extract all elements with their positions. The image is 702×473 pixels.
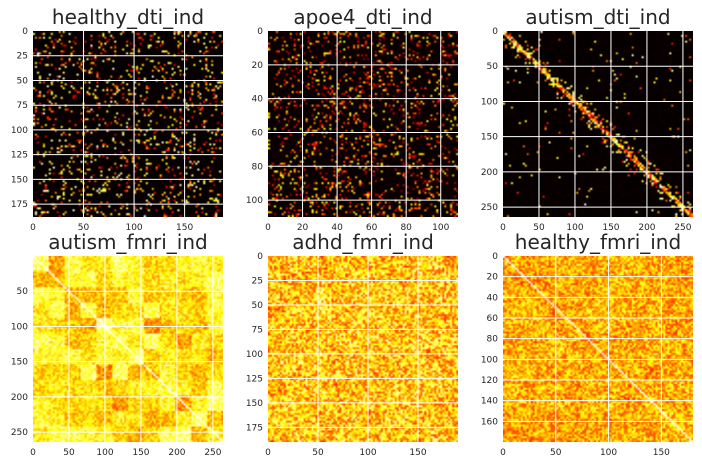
x-tick-label: 50 (63, 448, 75, 458)
y-tick-label: 100 (246, 350, 263, 360)
x-tick-label: 250 (204, 448, 221, 458)
panel-title: apoe4_dti_ind (293, 5, 432, 29)
x-tick-label: 20 (297, 223, 309, 233)
y-tick-label: 25 (17, 52, 28, 62)
y-tick-label: 100 (246, 196, 263, 206)
y-tick-label: 50 (487, 62, 499, 72)
y-tick-label: 25 (252, 276, 263, 286)
heatmap-panel: healthy_dti_ind 0 50 100 150 0 25 50 75 100 125 150… (11, 5, 223, 233)
heatmap-image (268, 31, 458, 217)
x-tick-label: 0 (265, 223, 271, 233)
y-tick-label: 0 (492, 252, 498, 262)
y-tick-label: 80 (487, 335, 499, 345)
y-tick-label: 75 (252, 325, 263, 335)
y-tick-label: 0 (257, 252, 263, 262)
heatmap-image (268, 256, 458, 442)
x-tick-label: 0 (30, 448, 36, 458)
x-tick-label: 50 (312, 448, 324, 458)
panel-title: adhd_fmri_ind (292, 230, 434, 254)
x-tick-label: 150 (409, 448, 426, 458)
y-tick-label: 50 (17, 76, 29, 86)
y-tick-label: 250 (11, 428, 28, 438)
heatmap-panel: apoe4_dti_ind 0 20 40 60 80 100 0 20 40 60 80 100 (246, 5, 458, 233)
y-tick-label: 80 (252, 162, 264, 172)
y-tick-label: 250 (481, 203, 498, 213)
x-tick-label: 200 (638, 223, 655, 233)
y-tick-label: 0 (22, 27, 28, 37)
x-tick-label: 0 (500, 448, 506, 458)
y-tick-label: 0 (492, 27, 498, 37)
y-tick-label: 20 (487, 273, 499, 283)
x-tick-label: 50 (78, 223, 90, 233)
x-tick-label: 150 (176, 223, 193, 233)
y-tick-label: 40 (487, 293, 499, 303)
y-tick-label: 200 (11, 393, 28, 403)
y-tick-label: 100 (481, 355, 498, 365)
y-tick-label: 125 (246, 374, 263, 384)
y-tick-label: 60 (252, 128, 264, 138)
x-tick-label: 100 (359, 448, 376, 458)
y-tick-label: 150 (481, 133, 498, 143)
x-tick-label: 150 (602, 223, 619, 233)
y-tick-label: 100 (11, 322, 28, 332)
y-tick-label: 125 (11, 151, 28, 161)
panel-title: healthy_fmri_ind (515, 230, 681, 254)
y-tick-label: 150 (246, 399, 263, 409)
y-tick-label: 150 (11, 175, 28, 185)
x-tick-label: 150 (653, 448, 670, 458)
y-tick-label: 20 (252, 61, 264, 71)
y-tick-label: 40 (252, 95, 264, 105)
x-tick-label: 50 (533, 223, 545, 233)
x-tick-label: 80 (400, 223, 412, 233)
y-tick-label: 140 (481, 397, 498, 407)
y-tick-label: 200 (481, 168, 498, 178)
x-tick-label: 100 (432, 223, 449, 233)
x-tick-label: 250 (674, 223, 691, 233)
x-tick-label: 0 (30, 223, 36, 233)
heatmap-image (33, 31, 223, 217)
heatmap-panel: adhd_fmri_ind 0 50 100 150 0 25 50 75 100 125 150 17… (246, 230, 458, 458)
x-tick-label: 100 (566, 223, 583, 233)
heatmap-image (33, 256, 223, 442)
y-tick-label: 100 (11, 126, 28, 136)
x-tick-label: 40 (331, 223, 343, 233)
x-tick-label: 60 (366, 223, 378, 233)
y-tick-label: 100 (481, 97, 498, 107)
heatmap-panel: healthy_fmri_ind 0 50 100 150 0 20 40 60 80 100 120… (481, 230, 693, 458)
x-tick-label: 100 (125, 223, 142, 233)
heatmap-image (503, 31, 693, 217)
heatmap-image (503, 256, 693, 442)
y-tick-label: 50 (252, 301, 264, 311)
heatmap-panel: autism_fmri_ind 0 50 100 150 200 250 50 100 150 20… (11, 230, 223, 458)
x-tick-label: 0 (265, 448, 271, 458)
y-tick-label: 175 (11, 200, 28, 210)
panel-title: healthy_dti_ind (52, 5, 204, 29)
y-tick-label: 50 (17, 287, 29, 297)
x-tick-label: 100 (600, 448, 617, 458)
y-tick-label: 160 (481, 417, 498, 427)
y-tick-label: 0 (257, 27, 263, 37)
y-tick-label: 150 (11, 358, 28, 368)
panel-title: autism_fmri_ind (48, 230, 207, 254)
x-tick-label: 150 (132, 448, 149, 458)
x-tick-label: 50 (550, 448, 562, 458)
y-tick-label: 75 (17, 101, 28, 111)
y-tick-label: 120 (481, 376, 498, 386)
y-tick-label: 175 (246, 423, 263, 433)
x-tick-label: 100 (96, 448, 113, 458)
x-tick-label: 200 (168, 448, 185, 458)
y-tick-label: 60 (487, 314, 499, 324)
x-tick-label: 0 (500, 223, 506, 233)
panel-title: autism_dti_ind (525, 5, 670, 29)
